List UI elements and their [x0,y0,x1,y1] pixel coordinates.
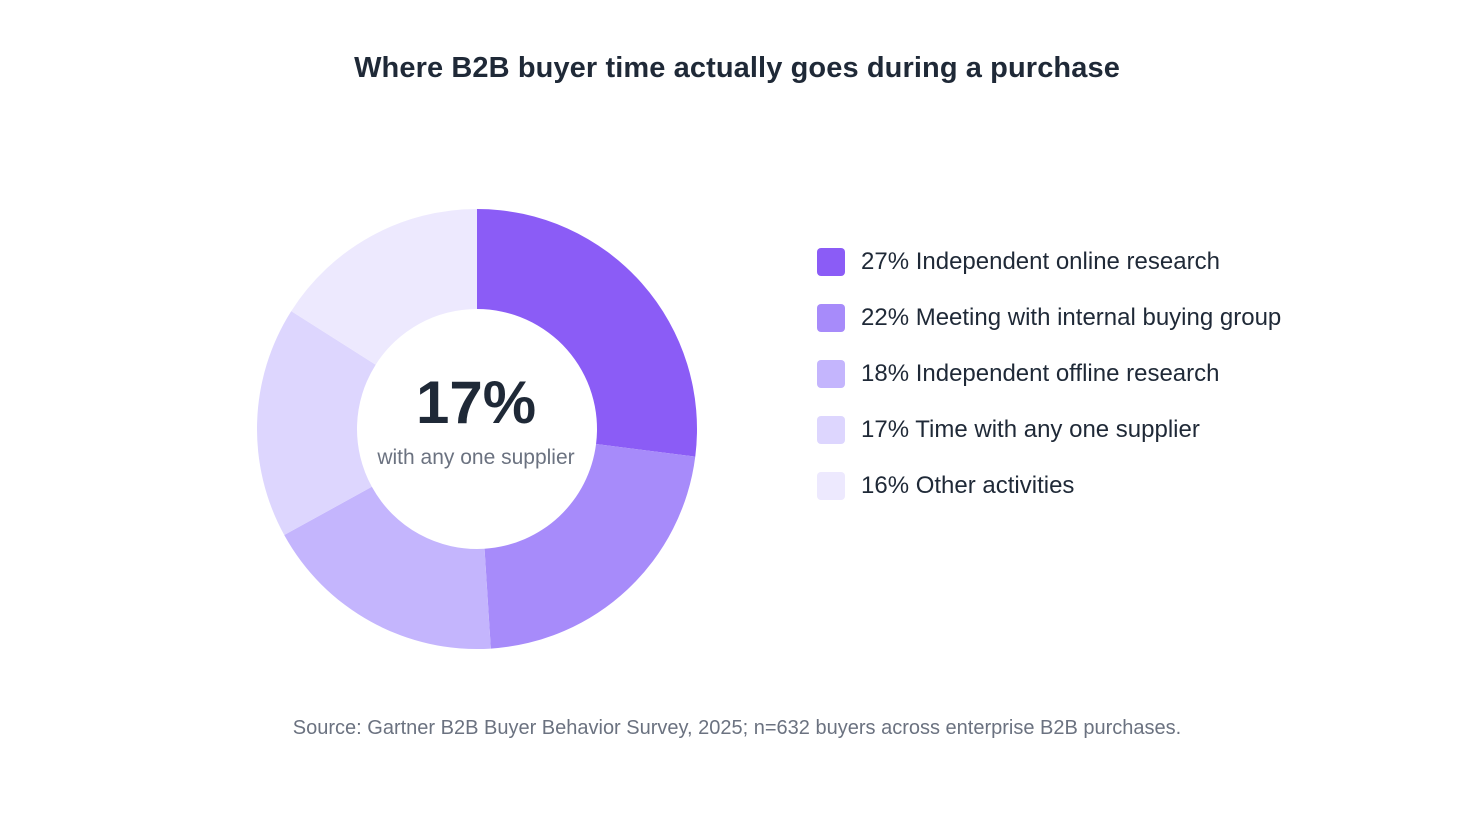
donut-slice-2 [484,444,696,649]
legend-swatch [817,472,845,500]
donut-slice-5 [291,209,477,365]
donut-slice-4 [256,311,376,535]
legend-item: 16% Other activities [817,472,1281,500]
legend-swatch [817,360,845,388]
chart-legend: 27% Independent online research 22% Meet… [817,248,1281,528]
legend-item: 22% Meeting with internal buying group [817,304,1281,332]
legend-swatch [817,304,845,332]
source-note: Source: Gartner B2B Buyer Behavior Surve… [292,717,1182,739]
legend-label: 17% Time with any one supplier [861,416,1200,443]
legend-item: 18% Independent offline research [817,360,1281,388]
legend-label: 27% Independent online research [861,248,1220,275]
donut-slice-1 [477,209,698,457]
donut-slices [256,209,698,649]
legend-swatch [817,248,845,276]
legend-item: 27% Independent online research [817,248,1281,276]
legend-label: 16% Other activities [861,472,1075,499]
chart-title: Where B2B buyer time actually goes durin… [354,52,1120,84]
center-value: 17% [416,369,536,436]
donut-slice-3 [284,486,491,649]
legend-swatch [817,416,845,444]
legend-label: 18% Independent offline research [861,360,1220,387]
center-label: with any one supplier [376,446,574,469]
legend-label: 22% Meeting with internal buying group [861,304,1282,331]
legend-item: 17% Time with any one supplier [817,416,1281,444]
